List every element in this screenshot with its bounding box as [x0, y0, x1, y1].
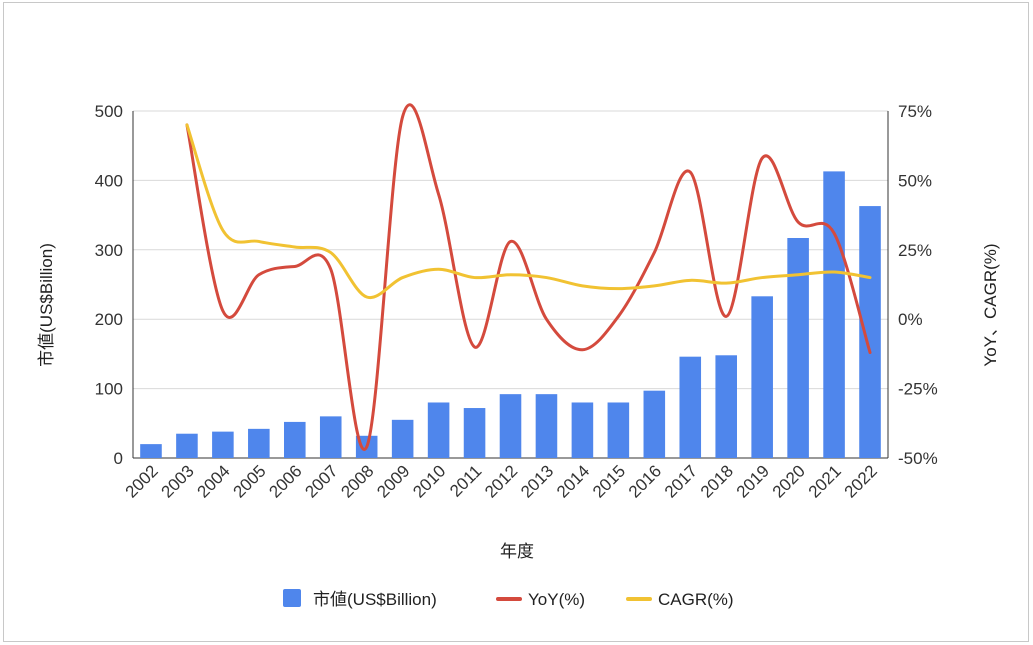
- x-tick-label: 2012: [481, 461, 521, 501]
- x-tick-label: 2005: [229, 461, 269, 501]
- bar: [499, 394, 522, 458]
- y-left-axis-title: 市値(US$Billion): [37, 243, 56, 367]
- x-tick-label: 2021: [805, 461, 845, 501]
- bar: [751, 296, 773, 458]
- series-line: [185, 103, 872, 451]
- y-left-tick-label: 400: [95, 171, 123, 190]
- y-left-tick-label: 100: [95, 380, 123, 399]
- bar: [284, 421, 306, 458]
- x-tick-label: 2003: [158, 461, 198, 501]
- x-tick-label: 2009: [373, 461, 413, 501]
- axes: [132, 111, 889, 458]
- x-tick-label: 2002: [122, 461, 162, 501]
- y-right-tick-label: -25%: [898, 380, 938, 399]
- x-tick-label: 2022: [841, 461, 881, 501]
- bar: [823, 171, 845, 459]
- y-left-tick-label: 300: [95, 241, 123, 260]
- x-tick-label: 2008: [337, 461, 377, 501]
- x-tick-label: 2006: [265, 461, 305, 501]
- bar: [607, 402, 630, 458]
- bar: [463, 408, 486, 458]
- y-right-tick-labels: -50% -25% 0% 25% 50% 75%: [898, 102, 938, 468]
- bar: [679, 356, 702, 458]
- x-tick-label: 2020: [769, 461, 809, 501]
- y-right-tick-label: 50%: [898, 171, 932, 190]
- x-tick-label: 2016: [625, 461, 665, 501]
- legend-label: 市値(US$Billion): [313, 590, 437, 609]
- bar: [643, 390, 666, 458]
- line-series: [185, 103, 872, 451]
- bar: [859, 206, 881, 458]
- y-left-tick-labels: 0 100 200 300 400 500: [95, 102, 123, 468]
- x-tick-label: 2015: [589, 461, 629, 501]
- legend-swatch-bar: [283, 589, 301, 607]
- x-tick-label: 2017: [661, 461, 701, 501]
- x-tick-label: 2004: [194, 461, 234, 501]
- legend-label: CAGR(%): [658, 590, 734, 609]
- x-tick-label: 2011: [446, 461, 485, 500]
- bar-series: [140, 171, 881, 459]
- bar: [427, 402, 450, 458]
- bar: [176, 433, 198, 458]
- bar: [212, 431, 234, 458]
- x-axis-title: 年度: [500, 542, 534, 561]
- x-tick-label: 2014: [553, 461, 593, 501]
- series-line: [185, 123, 872, 300]
- y-right-tick-label: 0%: [898, 310, 923, 329]
- x-tick-label: 2019: [733, 461, 773, 501]
- bar: [535, 394, 558, 458]
- bar: [391, 419, 414, 458]
- bar: [571, 402, 594, 458]
- y-left-tick-label: 200: [95, 310, 123, 329]
- x-tick-label: 2007: [301, 461, 341, 501]
- y-right-tick-label: 75%: [898, 102, 932, 121]
- y-right-tick-label: -50%: [898, 449, 938, 468]
- bar: [319, 416, 342, 458]
- y-left-tick-label: 500: [95, 102, 123, 121]
- y-right-axis-title: YoY、CAGR(%): [981, 243, 1000, 366]
- x-tick-label: 2018: [697, 461, 737, 501]
- x-tick-label: 2013: [517, 461, 557, 501]
- bar: [715, 355, 737, 458]
- bar: [248, 428, 270, 458]
- y-left-tick-label: 0: [114, 449, 123, 468]
- y-right-tick-label: 25%: [898, 241, 932, 260]
- legend: 市値(US$Billion) YoY(%) CAGR(%): [283, 589, 734, 609]
- bar: [140, 444, 162, 458]
- legend-label: YoY(%): [528, 590, 585, 609]
- bar: [787, 238, 809, 458]
- x-tick-label: 2010: [409, 461, 449, 501]
- chart-frame: [3, 2, 1029, 642]
- x-tick-labels: 2002200320042005200620072008200920102011…: [122, 461, 881, 501]
